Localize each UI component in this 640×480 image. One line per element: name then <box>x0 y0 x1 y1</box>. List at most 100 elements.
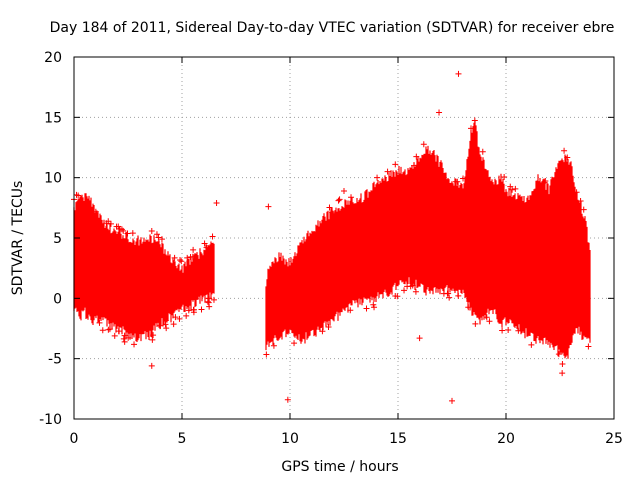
data-point <box>370 301 377 308</box>
data-point <box>559 361 566 368</box>
data-point <box>170 321 177 328</box>
data-point <box>183 312 190 319</box>
outlier-point <box>213 200 220 207</box>
data-point <box>75 192 82 199</box>
data-point <box>347 307 354 314</box>
data-point <box>325 324 332 331</box>
data-point <box>190 306 197 313</box>
x-tick-label: 25 <box>605 431 623 447</box>
y-tick-label: 15 <box>44 110 62 126</box>
x-tick-label: 10 <box>281 431 299 447</box>
data-point <box>116 225 123 232</box>
data-point <box>92 208 99 215</box>
data-point <box>483 314 490 321</box>
data-point <box>99 327 106 334</box>
data-point <box>176 315 183 322</box>
data-point <box>585 343 592 350</box>
data-point <box>204 298 211 305</box>
data-point <box>374 174 381 181</box>
data-point <box>185 307 192 314</box>
data-point <box>507 183 514 190</box>
data-point <box>335 197 342 204</box>
data-point <box>149 336 156 343</box>
data-point <box>465 304 472 311</box>
outlier-point <box>449 397 455 404</box>
data-point <box>121 338 128 345</box>
data-point <box>129 230 136 237</box>
data-point <box>509 186 516 193</box>
y-tick-label: 0 <box>53 291 62 307</box>
data-point <box>111 332 118 339</box>
outlier-point <box>148 362 155 369</box>
data-point <box>348 194 355 201</box>
tick-labels: 0 5 10 15 20 25 -10 -5 0 5 10 15 20 <box>39 50 623 447</box>
outlier-point <box>284 396 291 403</box>
data-point <box>561 147 568 154</box>
y-tick-label: 5 <box>53 231 62 247</box>
data-point <box>96 319 103 326</box>
data-point <box>201 240 208 247</box>
data-point <box>125 334 132 341</box>
data-point <box>190 246 197 253</box>
data-point <box>577 198 584 205</box>
data-point <box>120 335 127 342</box>
x-tick-label: 20 <box>497 431 515 447</box>
outlier-point <box>455 70 462 77</box>
data-point <box>163 325 170 332</box>
data-point <box>455 292 462 299</box>
data-point <box>115 328 122 335</box>
outlier-point <box>559 370 566 377</box>
outlier-point <box>436 109 443 116</box>
data-point <box>172 314 179 321</box>
data-point <box>319 328 326 335</box>
series-segment-2 <box>263 117 592 368</box>
data-point <box>155 234 162 241</box>
data-point <box>150 332 157 339</box>
data-point <box>153 231 160 238</box>
data-point <box>206 295 213 302</box>
data-point <box>440 290 447 297</box>
y-tick-label: 10 <box>44 171 62 187</box>
data-point <box>121 332 128 339</box>
data-point <box>384 168 391 175</box>
data-point <box>158 236 165 243</box>
data-point <box>505 326 512 333</box>
data-point <box>263 351 270 358</box>
data-point <box>392 292 399 299</box>
data-point <box>420 141 427 148</box>
x-axis-label: GPS time / hours <box>281 459 398 475</box>
data-point <box>162 317 169 324</box>
data-point <box>120 227 127 234</box>
data-point <box>471 117 478 124</box>
data-point <box>210 296 217 303</box>
data-point <box>124 230 131 237</box>
data-point <box>401 287 408 294</box>
outlier-points <box>71 70 566 404</box>
y-axis-label: SDTVAR / TECUs <box>10 181 26 296</box>
data-point <box>472 320 479 327</box>
data-point <box>407 283 414 290</box>
data-point <box>499 327 506 334</box>
data-series <box>73 117 592 368</box>
data-point <box>177 257 184 264</box>
x-tick-label: 0 <box>70 431 79 447</box>
data-point <box>270 342 277 349</box>
chart-title: Day 184 of 2011, Sidereal Day-to-day VTE… <box>50 20 615 36</box>
data-point <box>106 326 113 333</box>
data-point <box>573 189 580 196</box>
axis-ticks <box>73 56 615 420</box>
data-point <box>446 294 453 301</box>
data-point <box>209 233 216 240</box>
data-point <box>501 174 508 181</box>
data-point <box>564 154 571 161</box>
outlier-point <box>341 187 347 194</box>
data-band <box>265 120 591 359</box>
data-point <box>148 228 155 235</box>
data-point <box>184 254 191 261</box>
y-tick-label: -5 <box>48 352 62 368</box>
series-segment-1 <box>73 191 217 348</box>
y-tick-label: 20 <box>44 50 62 66</box>
data-point <box>392 161 399 168</box>
data-point <box>371 304 378 311</box>
